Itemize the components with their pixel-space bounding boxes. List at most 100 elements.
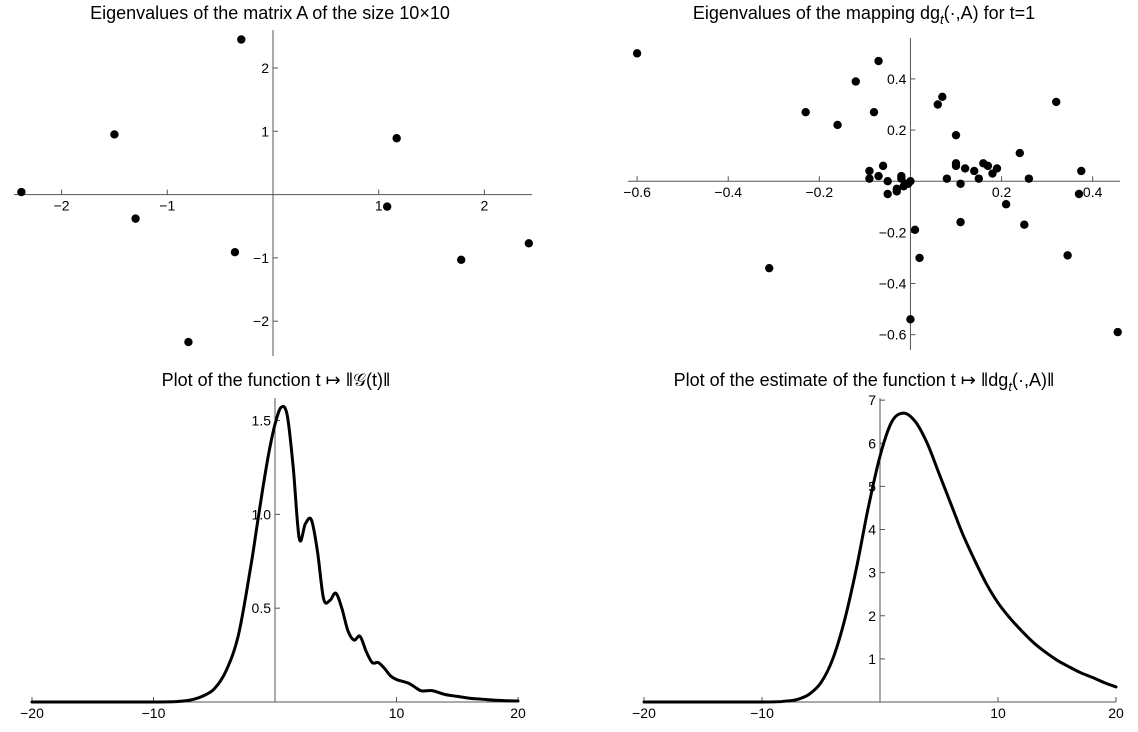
y-tick-label: −0.6 <box>879 327 907 343</box>
data-point <box>903 179 913 188</box>
chart-title-4: Plot of the estimate of the function t ↦… <box>674 370 1055 394</box>
x-tick-label: 0.2 <box>992 184 1012 200</box>
data-point <box>892 184 901 194</box>
series-line-3 <box>30 404 520 704</box>
data-point <box>382 202 392 211</box>
y-tick-label: 1.0 <box>252 506 272 522</box>
series-line-4 <box>642 411 1118 704</box>
data-point <box>874 171 883 181</box>
data-point <box>1074 189 1084 199</box>
x-tick-label: −0.2 <box>806 184 834 200</box>
data-point <box>938 92 947 102</box>
axes-2 <box>628 38 1120 350</box>
data-points-2 <box>632 49 1122 337</box>
data-point <box>392 134 401 143</box>
data-point <box>1113 327 1122 337</box>
x-tick-label: 0.4 <box>1083 184 1103 200</box>
chart-title-2-rest: (·,A) for t=1 <box>944 3 1036 23</box>
data-point <box>131 214 140 223</box>
data-point <box>237 35 246 44</box>
chart-title-1: Eigenvalues of the matrix A of the size … <box>90 3 450 23</box>
x-ticks-4: −20 −10 10 20 <box>632 697 1124 721</box>
data-point <box>1024 174 1034 183</box>
x-tick-label: 20 <box>1108 705 1124 721</box>
x-tick-label: 2 <box>481 198 489 214</box>
data-point <box>983 161 993 171</box>
data-point <box>456 255 466 264</box>
data-point <box>184 337 193 347</box>
panel-matrix-eigenvalues: Eigenvalues of the matrix A of the size … <box>14 3 534 356</box>
data-point <box>865 174 874 183</box>
data-point <box>1063 251 1072 260</box>
chart-title-2-subscript: t <box>940 12 945 27</box>
data-point <box>110 130 119 139</box>
chart-title-4-rest: (·,A)‖ <box>1012 370 1054 390</box>
data-point <box>632 49 642 58</box>
data-point <box>942 174 952 183</box>
axes-3 <box>32 398 518 703</box>
data-point <box>524 239 534 248</box>
data-point <box>851 77 860 86</box>
y-tick-label: 1 <box>261 123 269 139</box>
x-tick-label: −0.4 <box>714 184 742 200</box>
x-tick-label: −20 <box>632 705 656 721</box>
data-point <box>970 166 979 176</box>
data-point <box>765 263 774 273</box>
x-tick-label: 20 <box>510 705 526 721</box>
y-tick-label: 0.2 <box>887 122 907 138</box>
data-points-1 <box>17 35 534 347</box>
data-point <box>883 177 892 186</box>
data-point <box>1015 148 1024 158</box>
y-tick-label: 3 <box>868 565 876 581</box>
x-tick-label: 10 <box>990 705 1006 721</box>
data-point <box>974 174 983 183</box>
data-point <box>910 225 920 235</box>
y-tick-label: −1 <box>253 250 269 266</box>
y-tick-label: 0.5 <box>252 600 272 616</box>
chart-title-2-main: Eigenvalues of the mapping dg <box>693 3 940 23</box>
chart-title-3: Plot of the function t ↦ ‖𝒢(t)‖ <box>162 370 391 390</box>
x-tick-label: −10 <box>750 705 774 721</box>
chart-title-4-subscript: t <box>1008 379 1013 394</box>
data-point <box>956 217 965 227</box>
x-tick-label: −2 <box>54 198 70 214</box>
panel-mapping-eigenvalues: Eigenvalues of the mapping dgt(·,A) for … <box>623 3 1122 350</box>
data-point <box>865 166 874 176</box>
data-point <box>951 159 961 168</box>
x-ticks-3: −20 −10 10 20 <box>20 697 526 721</box>
data-point <box>874 56 883 66</box>
data-point <box>915 253 924 263</box>
y-tick-label: −0.2 <box>879 224 907 240</box>
chart-title-2: Eigenvalues of the mapping dgt(·,A) for … <box>693 3 1035 27</box>
y-tick-label: −2 <box>253 313 269 329</box>
x-tick-label: −1 <box>159 198 175 214</box>
y-tick-label: 2 <box>261 60 269 76</box>
y-ticks-3: 0.5 1.0 1.5 <box>252 413 280 616</box>
y-ticks-2: −0.6 −0.4 −0.2 0.2 0.4 <box>879 71 916 343</box>
axes-1 <box>14 30 532 356</box>
x-ticks-1: −2 −1 1 2 <box>54 189 489 214</box>
data-point <box>801 107 810 117</box>
data-point <box>869 107 879 117</box>
data-point <box>906 315 915 324</box>
y-tick-label: 7 <box>868 392 876 408</box>
data-point <box>1001 200 1011 209</box>
data-point <box>878 161 888 171</box>
data-point <box>883 189 892 199</box>
x-tick-label: −10 <box>142 705 166 721</box>
y-tick-label: 6 <box>868 435 876 451</box>
data-point <box>1077 166 1086 176</box>
y-tick-label: 1 <box>868 651 876 667</box>
x-tick-label: −20 <box>20 705 44 721</box>
y-tick-label: 4 <box>868 522 876 538</box>
data-point <box>956 179 965 188</box>
data-point <box>1052 97 1061 107</box>
data-point <box>960 164 970 173</box>
y-ticks-1: −2 −1 1 2 <box>253 60 278 329</box>
x-ticks-2: −0.6 −0.4 −0.2 0.2 0.4 <box>623 176 1103 200</box>
chart-title-4-main: Plot of the estimate of the function t ↦… <box>674 370 1009 390</box>
data-point <box>1020 220 1029 229</box>
y-tick-label: 1.5 <box>252 413 272 429</box>
